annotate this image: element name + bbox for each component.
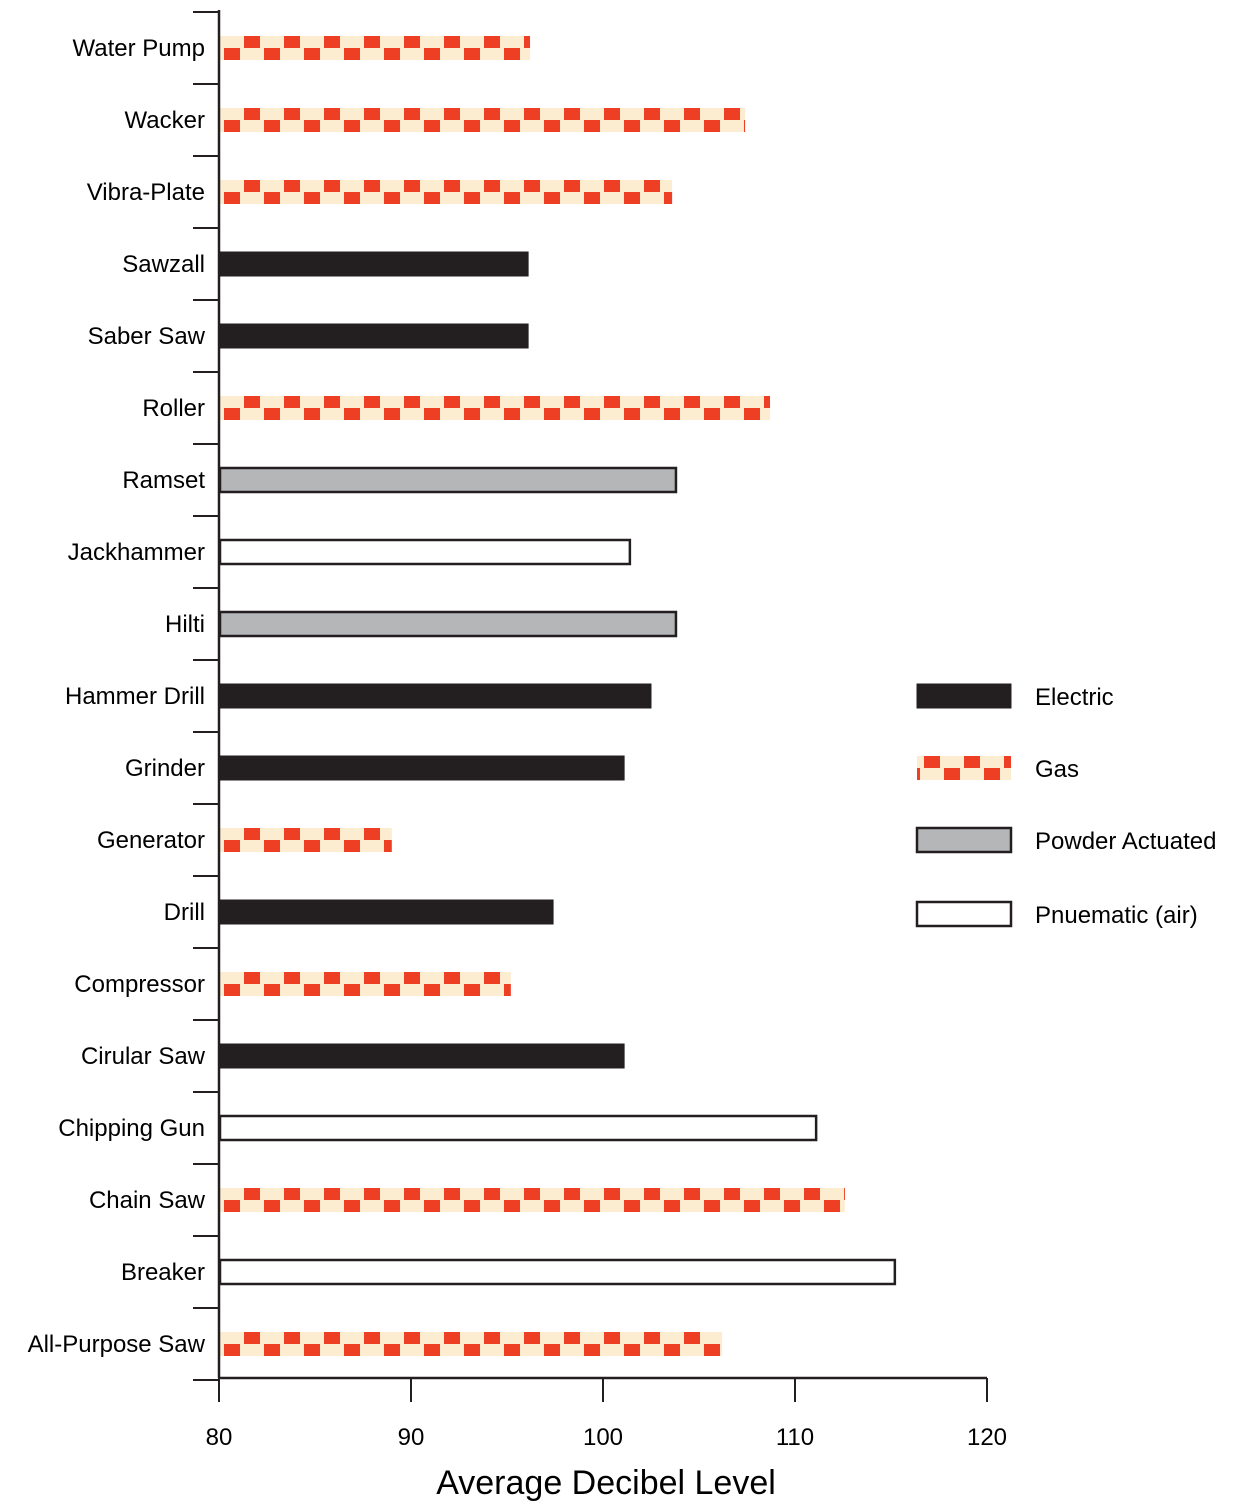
category-label: Ramset bbox=[122, 467, 205, 494]
category-label: Generator bbox=[97, 827, 205, 854]
legend-label-electric: Electric bbox=[1035, 684, 1114, 711]
bar-grinder bbox=[219, 755, 625, 781]
legend-swatch-powder bbox=[915, 826, 1013, 854]
bar-cirular-saw bbox=[219, 1043, 625, 1069]
category-label: Water Pump bbox=[73, 35, 205, 62]
bar-jackhammer bbox=[218, 538, 632, 566]
category-label: Wacker bbox=[125, 107, 205, 134]
category-label: All-Purpose Saw bbox=[28, 1331, 206, 1358]
bar-all-purpose-saw bbox=[220, 1332, 723, 1356]
category-label: Saber Saw bbox=[88, 323, 206, 350]
bar-compressor bbox=[220, 972, 511, 996]
bar-hilti bbox=[218, 610, 678, 638]
bar-chipping-gun bbox=[218, 1114, 818, 1142]
category-label: Jackhammer bbox=[68, 539, 205, 566]
x-tick-label: 90 bbox=[398, 1424, 425, 1451]
bar-wacker bbox=[220, 108, 746, 132]
legend: Electric Gas Powder Actuated Pnuematic (air… bbox=[915, 683, 1216, 929]
legend-swatch-gas bbox=[917, 756, 1011, 780]
legend-swatch-pneumatic bbox=[915, 900, 1013, 928]
bars-layer bbox=[218, 36, 897, 1356]
bar-saber-saw bbox=[219, 323, 529, 349]
category-label: Cirular Saw bbox=[81, 1043, 206, 1070]
x-tick-label: 100 bbox=[583, 1424, 623, 1451]
bar-ramset bbox=[218, 466, 678, 494]
bar-generator bbox=[220, 828, 392, 852]
bar-vibra-plate bbox=[220, 180, 673, 204]
bar-roller bbox=[220, 396, 771, 420]
legend-label-pneumatic: Pnuematic (air) bbox=[1035, 902, 1198, 929]
category-label: Grinder bbox=[125, 755, 205, 782]
legend-swatch-electric bbox=[916, 683, 1012, 709]
category-label: Compressor bbox=[74, 971, 205, 998]
x-tick-label: 120 bbox=[967, 1424, 1007, 1451]
category-label: Chipping Gun bbox=[58, 1115, 205, 1142]
legend-label-gas: Gas bbox=[1035, 756, 1079, 783]
category-label: Hilti bbox=[165, 611, 205, 638]
x-tick-label: 110 bbox=[776, 1424, 814, 1451]
bar-water-pump bbox=[220, 36, 531, 60]
category-label: Roller bbox=[142, 395, 205, 422]
bar-chain-saw bbox=[220, 1188, 845, 1212]
category-label: Vibra-Plate bbox=[87, 179, 205, 206]
legend-label-powder: Powder Actuated bbox=[1035, 828, 1216, 855]
category-label: Drill bbox=[164, 899, 205, 926]
category-labels: Water Pump Wacker Vibra-Plate Sawzall Saber … bbox=[28, 35, 206, 1358]
bar-breaker bbox=[218, 1258, 897, 1286]
x-axis-title: Average Decibel Level bbox=[436, 1464, 776, 1502]
category-label: Hammer Drill bbox=[65, 683, 205, 710]
x-tick-label: 80 bbox=[206, 1424, 233, 1451]
axes: 80 90 100 110 120 bbox=[193, 10, 1007, 1451]
bar-drill bbox=[219, 899, 554, 925]
category-label: Chain Saw bbox=[89, 1187, 206, 1214]
category-label: Breaker bbox=[121, 1259, 205, 1286]
category-label: Sawzall bbox=[122, 251, 205, 278]
bar-hammer-drill bbox=[219, 683, 652, 709]
bar-sawzall bbox=[219, 251, 529, 277]
